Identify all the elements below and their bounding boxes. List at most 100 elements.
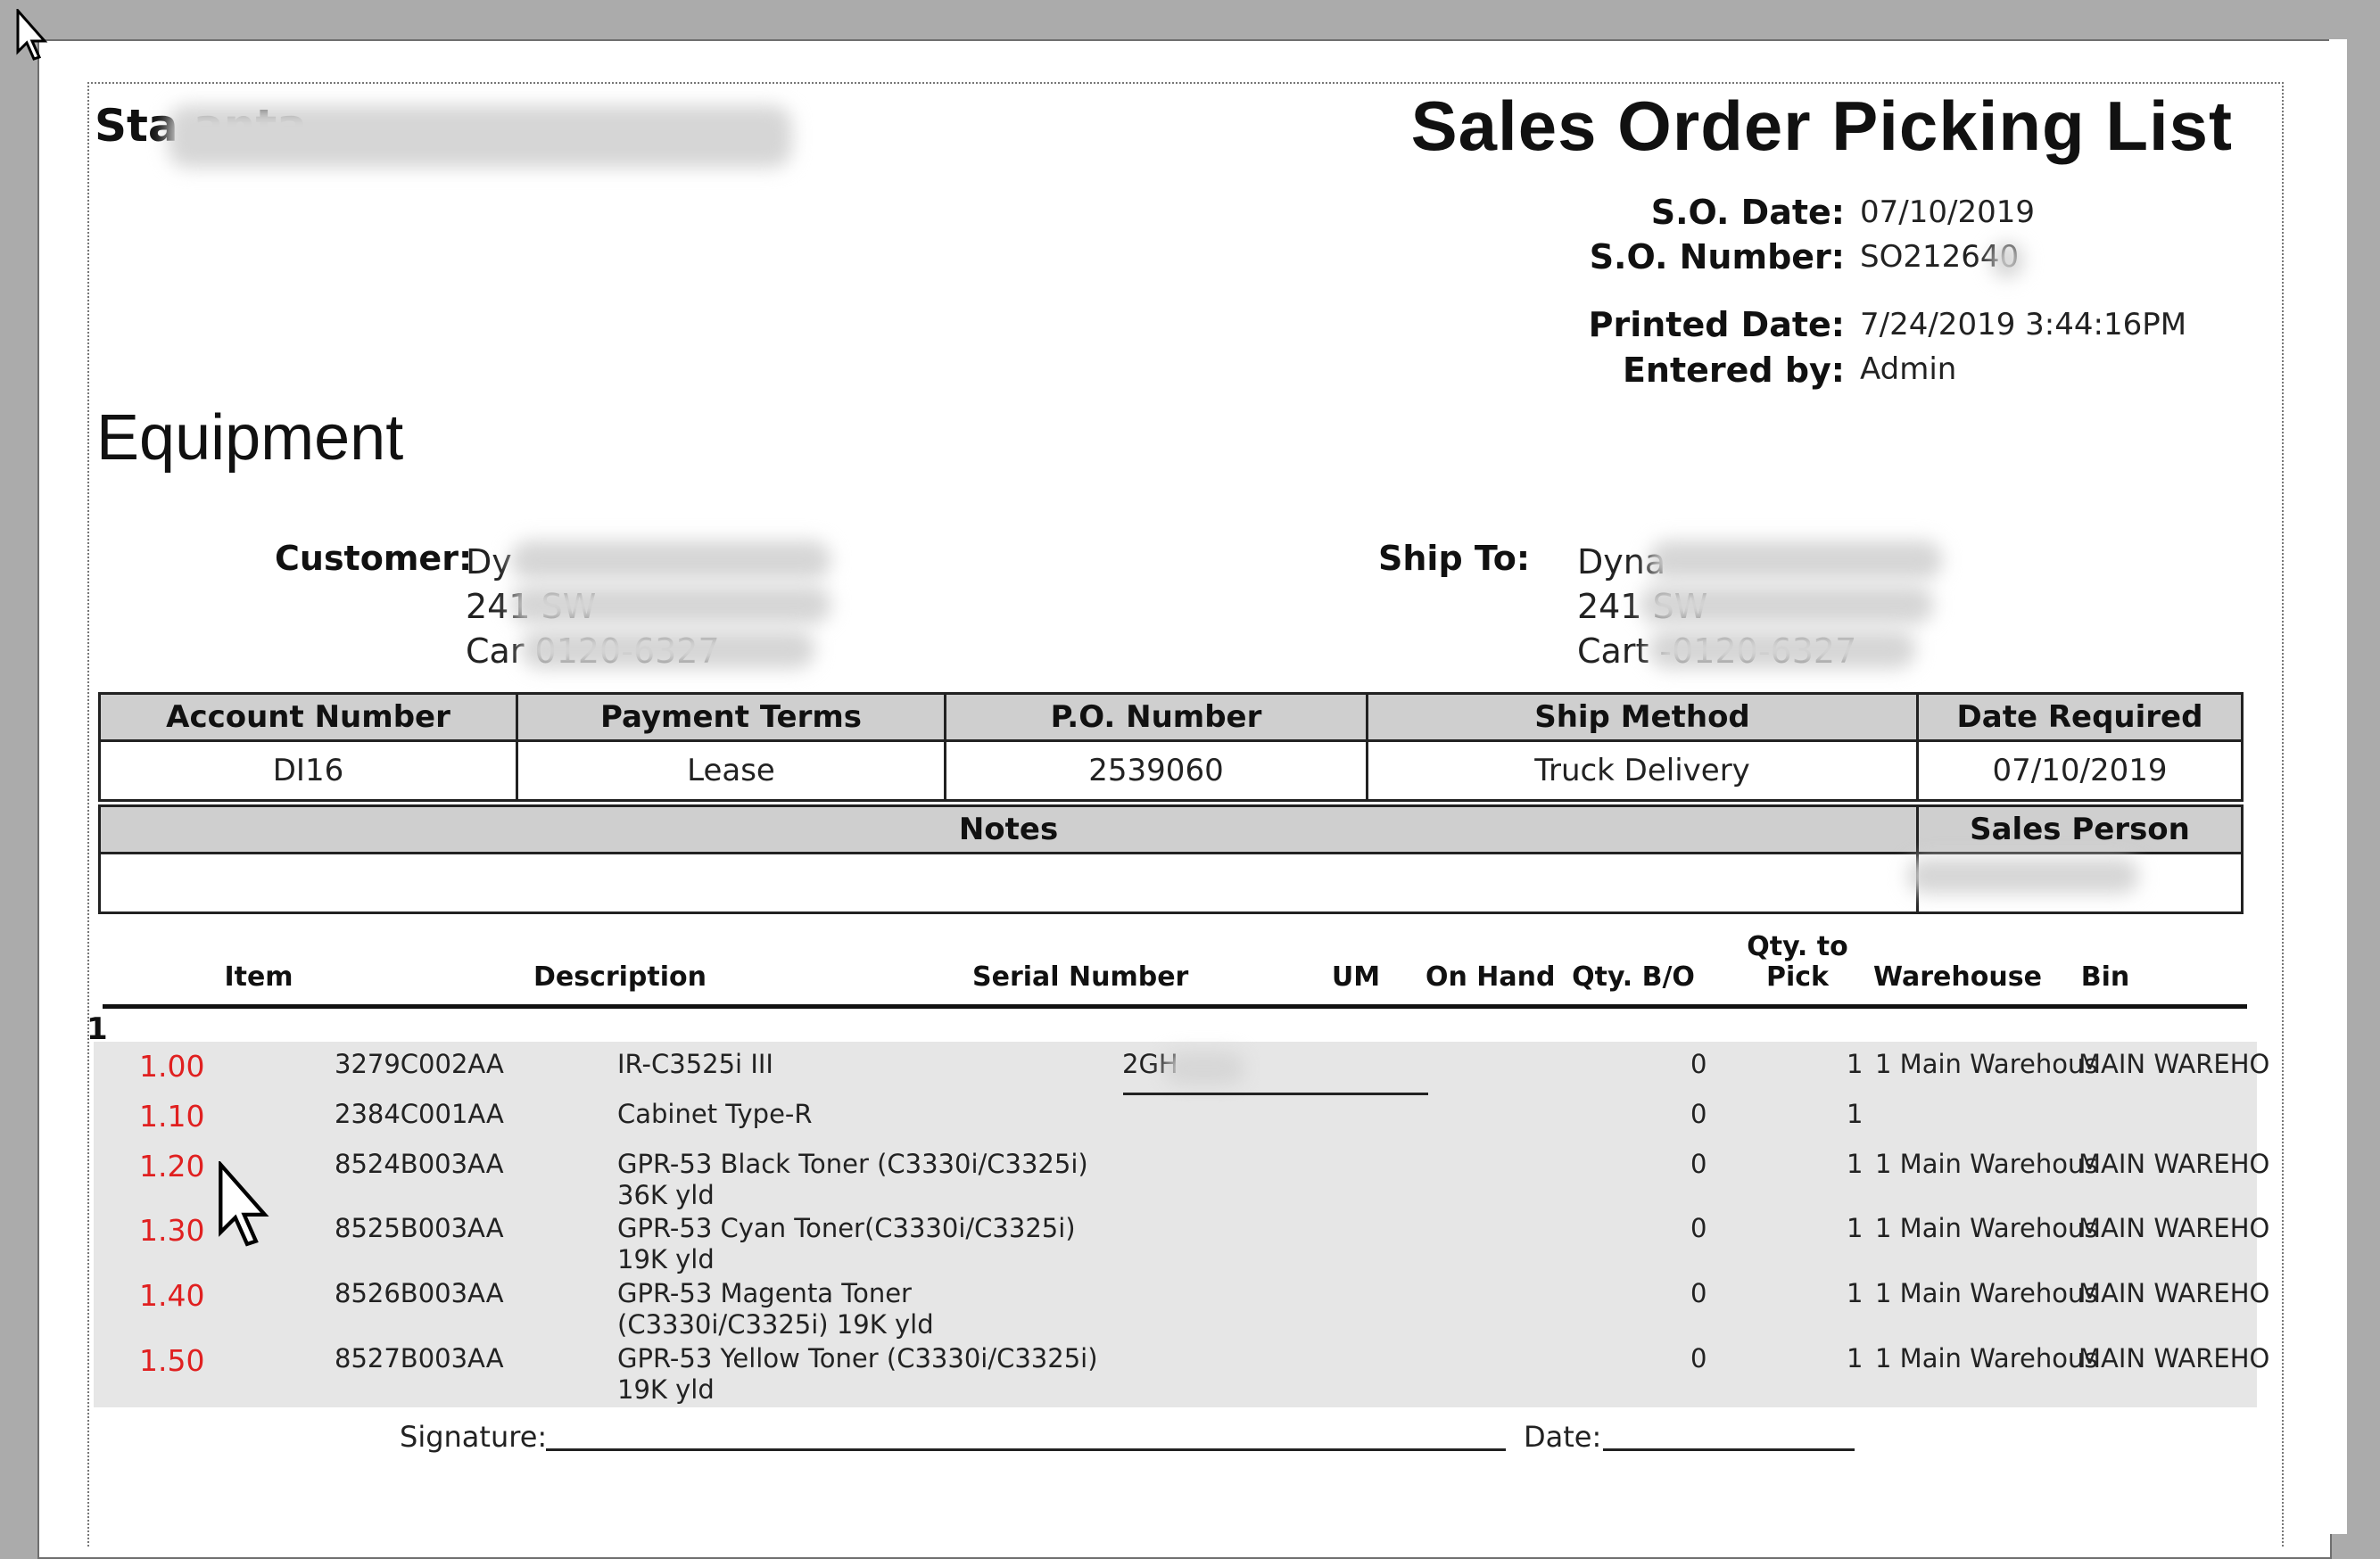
mouse-pointer-icon xyxy=(219,1161,269,1247)
redacted-company xyxy=(168,105,792,168)
entered-by-value: Admin xyxy=(1860,351,1957,387)
warehouse: 1 Main Warehous xyxy=(1875,1343,2098,1373)
redacted-customer xyxy=(510,585,831,624)
redacted-serial xyxy=(1164,1052,1244,1085)
col-on-hand-header: On Hand xyxy=(1426,961,1556,993)
qty-bo: 0 xyxy=(1690,1099,1707,1129)
item-code: 8527B003AA xyxy=(335,1343,504,1373)
customer-address-line: Dy xyxy=(466,542,512,582)
redacted-ship-to xyxy=(1649,540,1943,580)
redacted-customer xyxy=(510,540,831,580)
signature-line xyxy=(546,1448,1506,1451)
account-number-value: DI16 xyxy=(98,739,518,802)
notes-header: Notes xyxy=(98,804,1919,854)
bin: MAIN WAREHO xyxy=(2078,1149,2270,1179)
item-code: 8525B003AA xyxy=(335,1213,504,1243)
line-number: 1.30 xyxy=(139,1213,205,1248)
redacted-so-number xyxy=(1991,243,2023,278)
qty-bo: 0 xyxy=(1690,1049,1707,1079)
qty-to-pick: 1 xyxy=(1847,1343,1864,1373)
header-rule xyxy=(103,1004,2247,1009)
customer-label: Customer: xyxy=(275,539,473,578)
date-required-value: 07/10/2019 xyxy=(1916,739,2244,802)
so-date-label: S.O. Date: xyxy=(1650,193,1845,232)
section-title: Equipment xyxy=(96,402,404,474)
redacted-customer xyxy=(521,630,815,669)
ship-to-label: Ship To: xyxy=(1378,539,1531,578)
redacted-ship-to xyxy=(1640,585,1934,624)
report-title: Sales Order Picking List xyxy=(1410,87,2233,165)
item-description: GPR-53 Yellow Toner (C3330i/C3325i) xyxy=(617,1343,1098,1373)
col-description-header: Description xyxy=(533,961,707,993)
serial-rule xyxy=(1123,1093,1428,1095)
item-description-line-2: 19K yld xyxy=(617,1374,715,1405)
redacted-ship-to xyxy=(1649,630,1916,669)
col-warehouse-header: Warehouse xyxy=(1873,961,2042,993)
item-description-line-2: 19K yld xyxy=(617,1244,715,1274)
qty-to-pick: 1 xyxy=(1847,1049,1864,1079)
bin: MAIN WAREHO xyxy=(2078,1278,2270,1308)
date-line xyxy=(1603,1448,1855,1451)
warehouse: 1 Main Warehous xyxy=(1875,1213,2098,1243)
bin: MAIN WAREHO xyxy=(2078,1049,2270,1079)
qty-to-pick: 1 xyxy=(1847,1149,1864,1179)
bin: MAIN WAREHO xyxy=(2078,1343,2270,1373)
item-description-line-2: (C3330i/C3325i) 19K yld xyxy=(617,1309,934,1340)
item-description: GPR-53 Black Toner (C3330i/C3325i) xyxy=(617,1149,1088,1179)
notes-table: Notes Sales Person xyxy=(98,804,2244,914)
qty-bo: 0 xyxy=(1690,1149,1707,1179)
mouse-pointer-icon xyxy=(16,9,48,61)
signature-label: Signature: xyxy=(400,1420,548,1454)
warehouse: 1 Main Warehous xyxy=(1875,1049,2098,1079)
item-code: 8524B003AA xyxy=(335,1149,504,1179)
col-item-header: Item xyxy=(224,961,293,993)
printed-date-value: 7/24/2019 3:44:16PM xyxy=(1860,307,2187,342)
ship-method-value: Truck Delivery xyxy=(1366,739,1919,802)
qty-bo: 0 xyxy=(1690,1278,1707,1308)
col-qty-to-pick-header: Pick xyxy=(1765,961,1829,993)
qty-bo: 0 xyxy=(1690,1213,1707,1243)
col-qty-bo-header: Qty. B/O xyxy=(1572,961,1695,993)
qty-to-pick: 1 xyxy=(1847,1213,1864,1243)
col-um-header: UM xyxy=(1331,961,1381,993)
report-frame xyxy=(87,82,2284,1547)
date-label: Date: xyxy=(1524,1420,1602,1454)
notes-value xyxy=(98,852,1919,914)
so-number-label: S.O. Number: xyxy=(1589,237,1845,276)
item-code: 3279C002AA xyxy=(335,1049,504,1079)
page-edge xyxy=(2329,39,2347,1534)
item-description: GPR-53 Cyan Toner(C3330i/C3325i) xyxy=(617,1213,1076,1243)
qty-to-pick: 1 xyxy=(1847,1278,1864,1308)
sales-person-header: Sales Person xyxy=(1916,804,2244,854)
printed-date-label: Printed Date: xyxy=(1588,305,1845,344)
date-required-header: Date Required xyxy=(1916,692,2244,742)
payment-terms-header: Payment Terms xyxy=(516,692,946,742)
line-number: 1.10 xyxy=(139,1099,205,1134)
item-code: 2384C001AA xyxy=(335,1099,504,1129)
item-description: IR-C3525i III xyxy=(617,1049,773,1079)
line-number: 1.40 xyxy=(139,1278,205,1313)
col-serial-header: Serial Number xyxy=(972,961,1189,993)
po-number-header: P.O. Number xyxy=(944,692,1368,742)
warehouse: 1 Main Warehous xyxy=(1875,1278,2098,1308)
payment-terms-value: Lease xyxy=(516,739,946,802)
redacted-sales-person xyxy=(1907,858,2139,894)
order-info-table: Account Number Payment Terms P.O. Number… xyxy=(98,692,2244,802)
item-description-line-2: 36K yld xyxy=(617,1180,715,1210)
line-number: 1.50 xyxy=(139,1343,205,1378)
item-description: Cabinet Type-R xyxy=(617,1099,813,1129)
bin: MAIN WAREHO xyxy=(2078,1213,2270,1243)
account-number-header: Account Number xyxy=(98,692,518,742)
line-number: 1.00 xyxy=(139,1049,205,1084)
warehouse: 1 Main Warehous xyxy=(1875,1149,2098,1179)
line-items-band xyxy=(94,1042,2257,1407)
item-code: 8526B003AA xyxy=(335,1278,504,1308)
group-number: 1 xyxy=(87,1011,108,1047)
line-number: 1.20 xyxy=(139,1149,205,1184)
col-qty-to-pick-header: Qty. to xyxy=(1747,931,1848,962)
item-description: GPR-53 Magenta Toner xyxy=(617,1278,912,1308)
entered-by-label: Entered by: xyxy=(1622,351,1845,390)
so-date-value: 07/10/2019 xyxy=(1860,194,2035,230)
po-number-value: 2539060 xyxy=(944,739,1368,802)
qty-bo: 0 xyxy=(1690,1343,1707,1373)
